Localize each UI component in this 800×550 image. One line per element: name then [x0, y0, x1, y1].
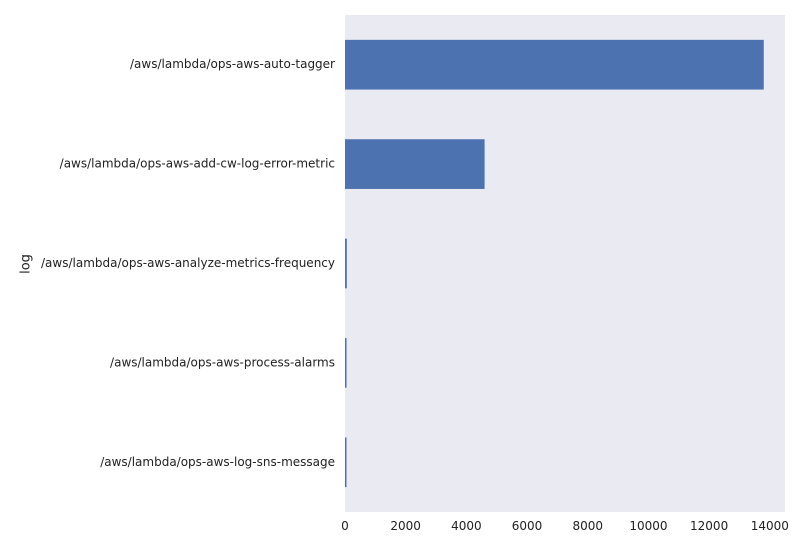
bar-1: [345, 139, 485, 189]
category-label: /aws/lambda/ops-aws-log-sns-message: [100, 455, 335, 469]
bar-2: [345, 238, 347, 289]
x-tick-label: 6000: [512, 519, 543, 533]
x-tick-label: 0: [341, 519, 349, 533]
category-label: /aws/lambda/ops-aws-add-cw-log-error-met…: [60, 157, 335, 171]
x-tick-labels: 0 2000 4000 6000 8000 10000 12000 14000: [341, 519, 789, 533]
category-label: /aws/lambda/ops-aws-analyze-metrics-freq…: [41, 256, 335, 270]
bars-group: [345, 39, 764, 488]
x-tick-label: 14000: [751, 519, 789, 533]
y-axis-label: log: [19, 254, 34, 274]
category-label: /aws/lambda/ops-aws-auto-tagger: [130, 57, 335, 71]
category-label: /aws/lambda/ops-aws-process-alarms: [110, 355, 335, 369]
bar-4: [345, 437, 347, 488]
x-tick-label: 4000: [451, 519, 482, 533]
x-tick-label: 12000: [690, 519, 728, 533]
bar-0: [345, 39, 764, 90]
bar-3: [345, 338, 347, 388]
x-tick-label: 2000: [390, 519, 421, 533]
x-tick-label: 8000: [572, 519, 603, 533]
plot-area: [345, 15, 785, 512]
category-labels: /aws/lambda/ops-aws-auto-tagger/aws/lamb…: [41, 57, 335, 469]
x-tick-label: 10000: [629, 519, 667, 533]
